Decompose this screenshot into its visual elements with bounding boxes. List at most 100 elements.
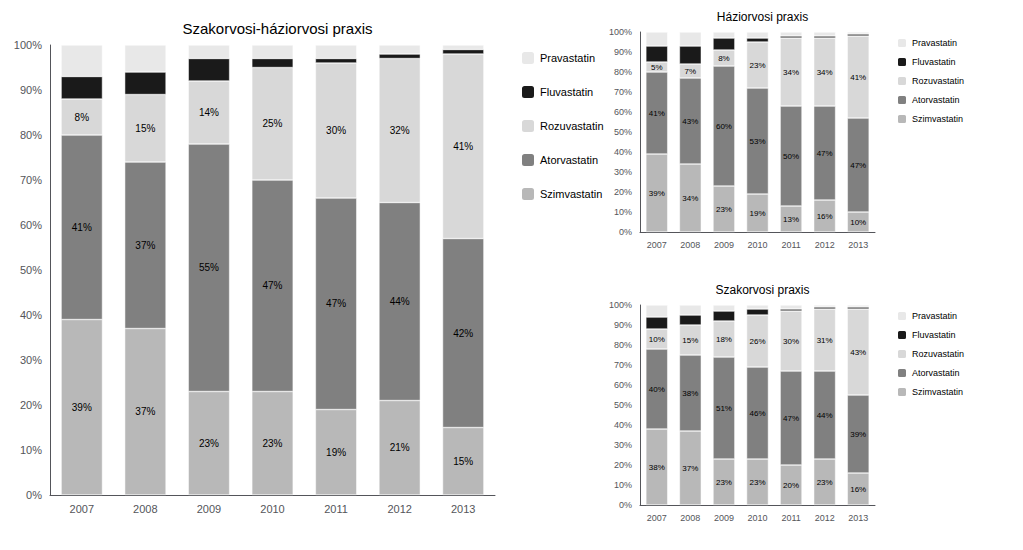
svg-text:2008: 2008 (133, 503, 157, 515)
svg-text:7%: 7% (685, 67, 697, 76)
svg-text:38%: 38% (682, 389, 698, 398)
svg-text:90%: 90% (20, 84, 42, 96)
svg-text:80%: 80% (20, 129, 42, 141)
svg-text:34%: 34% (682, 194, 698, 203)
svg-text:Atorvastatin: Atorvastatin (540, 154, 598, 166)
svg-text:50%: 50% (614, 127, 632, 137)
svg-text:2010: 2010 (260, 503, 284, 515)
svg-text:50%: 50% (783, 152, 799, 161)
svg-text:10%: 10% (20, 444, 42, 456)
svg-text:47%: 47% (850, 161, 866, 170)
svg-text:Fluvastatin: Fluvastatin (912, 330, 956, 340)
svg-text:37%: 37% (135, 406, 155, 417)
svg-text:51%: 51% (716, 404, 732, 413)
svg-text:31%: 31% (817, 336, 833, 345)
svg-text:100%: 100% (609, 300, 632, 310)
svg-text:23%: 23% (716, 205, 732, 214)
svg-text:20%: 20% (20, 399, 42, 411)
svg-text:90%: 90% (614, 47, 632, 57)
svg-text:20%: 20% (614, 187, 632, 197)
svg-text:34%: 34% (817, 68, 833, 77)
svg-text:10%: 10% (614, 207, 632, 217)
svg-text:41%: 41% (850, 73, 866, 82)
svg-text:23%: 23% (817, 478, 833, 487)
svg-text:80%: 80% (614, 67, 632, 77)
svg-text:70%: 70% (614, 360, 632, 370)
svg-text:23%: 23% (716, 478, 732, 487)
svg-text:2011: 2011 (781, 240, 800, 250)
svg-text:2012: 2012 (815, 240, 835, 250)
svg-text:2013: 2013 (848, 240, 868, 250)
svg-text:43%: 43% (682, 117, 698, 126)
svg-text:2010: 2010 (747, 513, 767, 523)
svg-text:90%: 90% (614, 320, 632, 330)
svg-text:15%: 15% (682, 336, 698, 345)
svg-text:70%: 70% (20, 174, 42, 186)
svg-text:Fluvastatin: Fluvastatin (540, 86, 593, 98)
svg-text:53%: 53% (749, 137, 765, 146)
svg-text:47%: 47% (817, 149, 833, 158)
svg-text:44%: 44% (390, 296, 410, 307)
svg-text:15%: 15% (135, 123, 155, 134)
svg-text:42%: 42% (453, 328, 473, 339)
svg-text:18%: 18% (716, 335, 732, 344)
svg-text:2007: 2007 (647, 240, 667, 250)
svg-text:50%: 50% (614, 400, 632, 410)
svg-text:2010: 2010 (747, 240, 767, 250)
svg-text:44%: 44% (817, 411, 833, 420)
svg-text:16%: 16% (850, 485, 866, 494)
svg-text:2007: 2007 (70, 503, 94, 515)
svg-text:10%: 10% (649, 335, 665, 344)
svg-text:19%: 19% (749, 209, 765, 218)
svg-text:Háziorvosi praxis: Háziorvosi praxis (717, 10, 808, 24)
svg-text:41%: 41% (649, 109, 665, 118)
svg-text:13%: 13% (783, 215, 799, 224)
svg-text:47%: 47% (783, 414, 799, 423)
svg-text:5%: 5% (651, 63, 663, 72)
svg-text:60%: 60% (614, 107, 632, 117)
svg-text:70%: 70% (614, 87, 632, 97)
svg-text:19%: 19% (326, 447, 346, 458)
svg-text:23%: 23% (749, 478, 765, 487)
svg-text:Szakorvosi-háziorvosi praxis: Szakorvosi-háziorvosi praxis (182, 20, 372, 37)
svg-text:47%: 47% (262, 280, 282, 291)
svg-text:2012: 2012 (387, 503, 411, 515)
svg-text:8%: 8% (718, 54, 730, 63)
svg-text:Pravastatin: Pravastatin (540, 52, 595, 64)
svg-text:37%: 37% (135, 240, 155, 251)
svg-text:Szimvastatin: Szimvastatin (912, 387, 963, 397)
svg-text:100%: 100% (609, 27, 632, 37)
svg-text:26%: 26% (749, 337, 765, 346)
svg-text:40%: 40% (614, 147, 632, 157)
svg-text:100%: 100% (14, 39, 42, 51)
svg-text:39%: 39% (850, 430, 866, 439)
svg-text:15%: 15% (453, 456, 473, 467)
svg-text:Pravastatin: Pravastatin (912, 311, 957, 321)
svg-text:0%: 0% (619, 500, 632, 510)
svg-text:10%: 10% (850, 218, 866, 227)
svg-text:20%: 20% (614, 460, 632, 470)
svg-text:2008: 2008 (680, 240, 700, 250)
svg-text:Szimvastatin: Szimvastatin (912, 114, 963, 124)
svg-text:2009: 2009 (714, 513, 734, 523)
svg-text:30%: 30% (783, 337, 799, 346)
svg-text:20%: 20% (783, 481, 799, 490)
svg-text:25%: 25% (262, 118, 282, 129)
svg-text:32%: 32% (390, 125, 410, 136)
svg-text:Rozuvastatin: Rozuvastatin (912, 76, 964, 86)
svg-text:2009: 2009 (197, 503, 221, 515)
svg-text:2008: 2008 (680, 513, 700, 523)
svg-text:0%: 0% (26, 489, 42, 501)
svg-text:43%: 43% (850, 348, 866, 357)
svg-text:0%: 0% (619, 227, 632, 237)
svg-text:60%: 60% (614, 380, 632, 390)
svg-text:2012: 2012 (815, 513, 835, 523)
svg-text:47%: 47% (326, 298, 346, 309)
svg-text:Pravastatin: Pravastatin (912, 38, 957, 48)
svg-text:Szimvastatin: Szimvastatin (540, 188, 602, 200)
svg-text:Atorvastatin: Atorvastatin (912, 368, 960, 378)
svg-text:39%: 39% (72, 402, 92, 413)
svg-text:Rozuvastatin: Rozuvastatin (912, 349, 964, 359)
svg-text:41%: 41% (453, 141, 473, 152)
svg-text:30%: 30% (326, 125, 346, 136)
